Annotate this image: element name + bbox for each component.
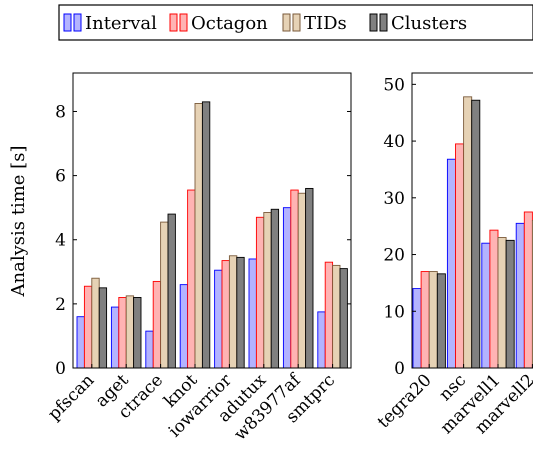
bar-tegra20-tids	[428, 271, 438, 369]
y-tick-label-2: 2	[55, 295, 66, 315]
bar-marvell1-clusters	[505, 239, 515, 369]
left-plot-frame	[72, 72, 352, 369]
bar-w83977af-interval	[282, 207, 292, 369]
chart-left: pfscanagetctraceknotiowarrioradutuxw8397…	[8, 72, 352, 445]
bar-iowarrior-interval	[214, 269, 223, 369]
bar-pfscan-clusters	[98, 287, 108, 369]
bar-pfscan-tids	[91, 277, 100, 369]
bar-ctrace-octagon	[152, 280, 162, 369]
y-tick-label-4: 4	[55, 231, 66, 251]
y-tick-label-8: 8	[55, 102, 66, 122]
bar-pfscan-octagon	[83, 285, 93, 369]
bar-knot-interval	[179, 284, 189, 369]
bar-iowarrior-clusters	[236, 256, 245, 369]
legend-label-octagon: Octagon	[191, 13, 268, 34]
y-tick-label-40: 40	[383, 132, 405, 152]
legend-swatch-tids	[282, 13, 291, 32]
y-tick-label-20: 20	[383, 246, 405, 266]
bar-marvell1-interval	[481, 242, 491, 369]
bar-nsc-clusters	[471, 99, 481, 369]
x-tick-label-tegra20: tegra20	[374, 370, 436, 432]
bar-w83977af-octagon	[290, 189, 299, 369]
legend-swatch-clusters	[369, 13, 378, 32]
bar-smtprc-interval	[317, 311, 326, 369]
bar-pfscan-interval	[76, 316, 85, 369]
bar-nsc-tids	[463, 96, 473, 369]
bar-nsc-octagon	[455, 143, 465, 369]
bar-marvell1-octagon	[489, 229, 499, 369]
bar-smtprc-tids	[332, 264, 341, 369]
y-tick-label-0: 0	[55, 359, 66, 379]
bar-aget-clusters	[133, 297, 142, 369]
legend-swatch-clusters-2	[379, 13, 388, 32]
bar-tegra20-interval	[412, 288, 422, 369]
bar-adutux-clusters	[270, 208, 280, 369]
y-tick-label-6: 6	[55, 167, 66, 187]
left-y-axis-title: Analysis time [s]	[8, 146, 29, 298]
bar-adutux-octagon	[255, 216, 265, 369]
legend-label-tids: TIDs	[304, 13, 347, 34]
bar-knot-clusters	[201, 101, 211, 369]
bar-smtprc-octagon	[324, 261, 334, 369]
bar-tegra20-clusters	[436, 273, 446, 369]
bar-aget-interval	[110, 306, 120, 369]
y-tick-label-10: 10	[383, 302, 405, 322]
legend-label-clusters: Clusters	[391, 13, 467, 34]
bar-marvell1-tids	[497, 237, 507, 369]
bar-adutux-interval	[248, 258, 257, 369]
legend: Interval Octagon TIDs Clusters	[58, 4, 533, 41]
bar-iowarrior-octagon	[221, 260, 230, 369]
bar-knot-tids	[194, 103, 203, 369]
bar-smtprc-clusters	[339, 268, 348, 369]
bar-ctrace-interval	[145, 330, 154, 369]
bar-tegra20-octagon	[420, 271, 430, 369]
bar-nsc-interval	[446, 158, 456, 369]
bar-aget-octagon	[118, 297, 127, 369]
y-tick-label-50: 50	[383, 75, 405, 95]
legend-swatch-tids-2	[292, 13, 301, 32]
bar-adutux-tids	[263, 212, 272, 369]
right-plot-frame	[411, 72, 533, 369]
legend-swatch-octagon-2	[179, 13, 188, 32]
bar-ctrace-clusters	[167, 213, 176, 369]
legend-swatch-octagon	[169, 13, 178, 32]
x-tick-label-pfscan: pfscan	[44, 370, 98, 424]
bar-marvell2-interval	[515, 222, 525, 369]
bar-marvell2-octagon	[523, 211, 533, 369]
bar-iowarrior-tids	[228, 255, 238, 369]
y-tick-label-30: 30	[383, 189, 405, 209]
bar-aget-tids	[125, 295, 135, 369]
y-tick-label-0: 0	[394, 359, 405, 379]
legend-swatch-interval	[63, 13, 72, 32]
bar-ctrace-tids	[160, 221, 169, 369]
legend-label-interval: Interval	[85, 13, 157, 34]
bar-w83977af-clusters	[305, 187, 314, 369]
legend-swatch-interval-2	[73, 13, 82, 32]
bar-w83977af-tids	[297, 192, 307, 369]
bar-knot-octagon	[187, 189, 196, 369]
